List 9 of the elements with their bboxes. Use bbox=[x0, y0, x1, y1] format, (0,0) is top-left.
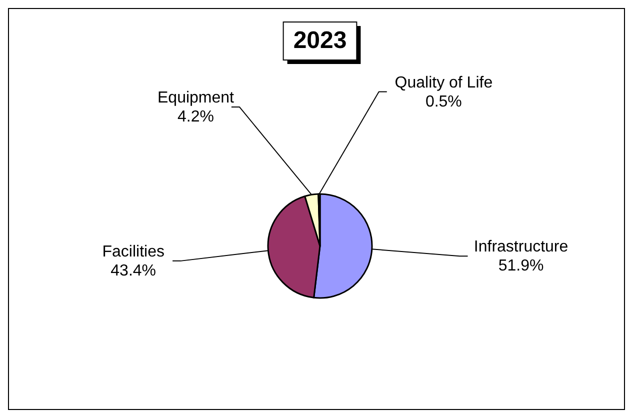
slice-label: Facilities bbox=[102, 243, 164, 260]
data-label: 51.9% bbox=[498, 258, 544, 275]
data-label: 43.4% bbox=[110, 262, 156, 280]
slice-label: Equipment bbox=[158, 89, 235, 106]
data-label: 0.5% bbox=[425, 93, 462, 110]
chart-title: 2023 bbox=[293, 27, 347, 54]
slice-label: Quality of Life bbox=[394, 74, 493, 92]
slice-label: Infrastructure bbox=[474, 238, 568, 256]
data-label: 4.2% bbox=[178, 108, 214, 126]
